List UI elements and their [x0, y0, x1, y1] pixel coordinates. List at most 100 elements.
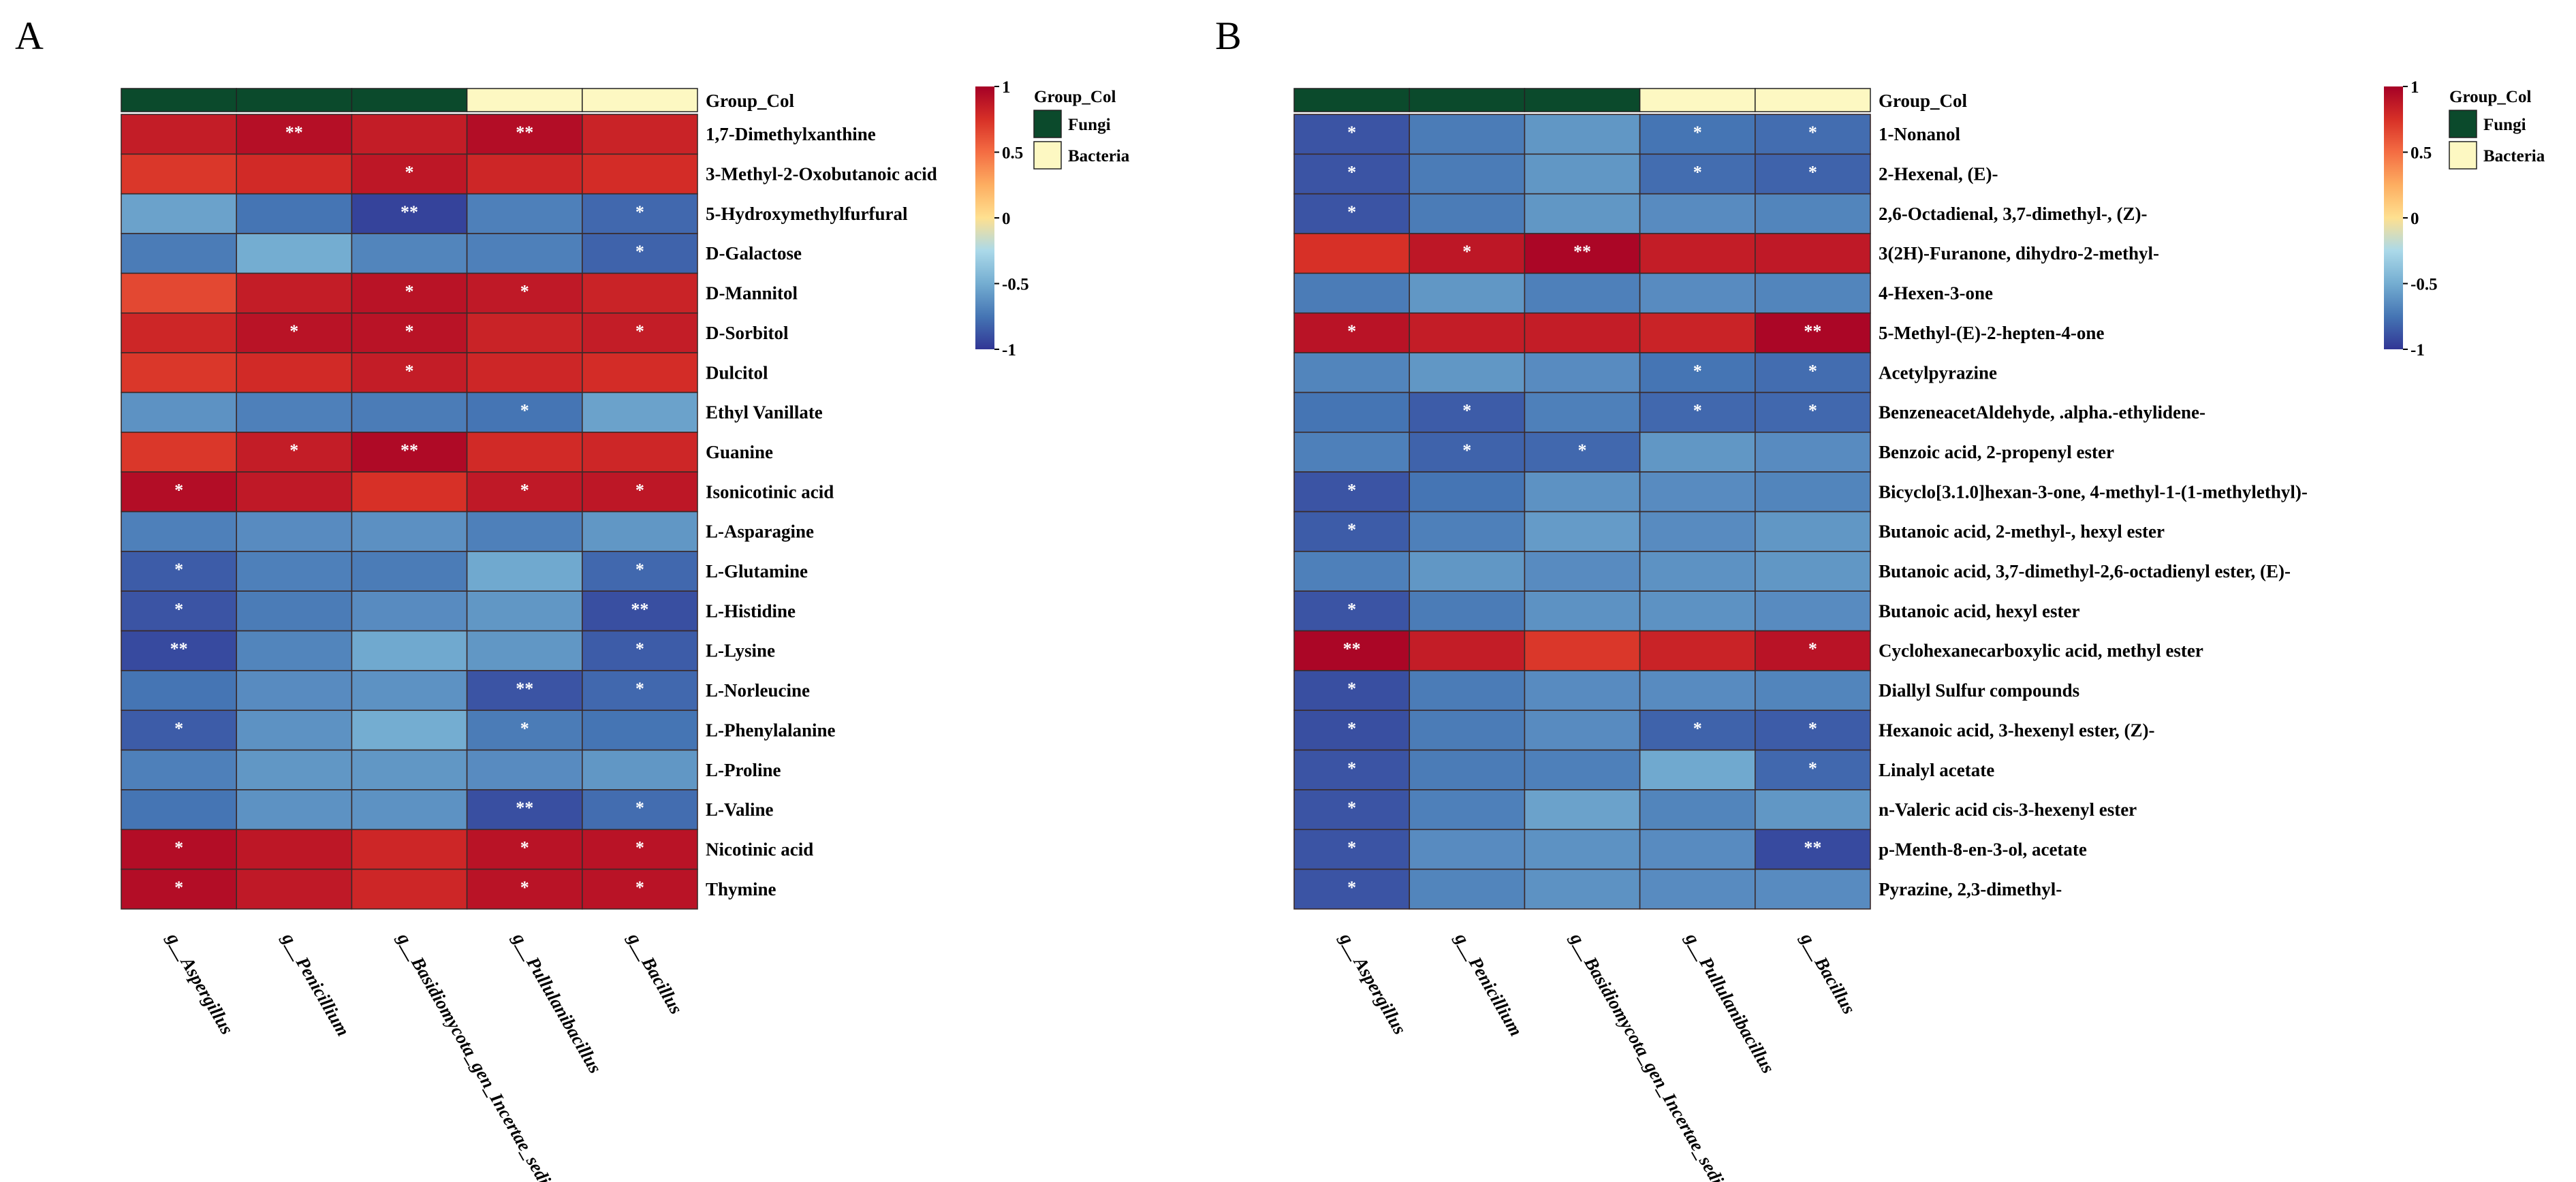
significance-mark: * — [174, 560, 183, 579]
row-label: Ethyl Vanillate — [706, 402, 823, 423]
heatmap-cell — [1639, 789, 1756, 831]
heatmap-cell — [1409, 471, 1526, 513]
heatmap-cell — [1639, 511, 1756, 552]
heatmap-cell — [1524, 789, 1641, 831]
heatmap-cell — [236, 749, 353, 790]
significance-mark: ** — [516, 679, 533, 699]
heatmap-cell — [1755, 829, 1871, 870]
significance-mark: * — [405, 163, 414, 182]
significance-mark: * — [520, 878, 529, 897]
significance-mark: * — [635, 837, 644, 857]
heatmap-cell — [581, 272, 698, 314]
group-bar-cell-bacteria — [466, 88, 583, 112]
colorbar-tick-label: -0.5 — [2410, 276, 2438, 294]
heatmap-cell — [1639, 868, 1756, 910]
significance-mark: * — [1808, 123, 1817, 142]
heatmap-cell — [1639, 431, 1756, 473]
significance-mark: * — [520, 401, 529, 421]
significance-mark: ** — [1573, 242, 1591, 261]
heatmap-cell — [1755, 551, 1871, 592]
row-label: 1,7-Dimethylxanthine — [706, 124, 876, 144]
row-label: Pyrazine, 2,3-dimethyl- — [1879, 879, 2062, 899]
heatmap-cell — [121, 670, 237, 712]
row-label: Benzoic acid, 2-propenyl ester — [1879, 442, 2114, 462]
heatmap-cell — [121, 312, 237, 353]
heatmap-cell — [466, 352, 583, 394]
significance-mark: * — [174, 718, 183, 738]
heatmap-cell — [581, 868, 698, 910]
heatmap-cell — [581, 352, 698, 394]
heatmap-cell — [351, 789, 468, 831]
group-legend-label: Bacteria — [2483, 147, 2545, 165]
heatmap-cell — [121, 471, 237, 513]
heatmap-cell — [121, 709, 237, 751]
heatmap-cell — [351, 551, 468, 592]
significance-mark: ** — [1804, 837, 1821, 857]
significance-mark: * — [1347, 837, 1356, 857]
heatmap-cell — [1639, 670, 1756, 712]
heatmap-cell — [121, 829, 237, 870]
heatmap-cell — [351, 670, 468, 712]
column-label: g__Bacillus — [624, 929, 687, 1017]
significance-mark: * — [1693, 361, 1702, 381]
significance-mark: * — [635, 242, 644, 261]
heatmap-cell — [351, 868, 468, 910]
heatmap-cell — [236, 709, 353, 751]
heatmap-cell — [351, 511, 468, 552]
heatmap-cell — [1755, 511, 1871, 552]
heatmap-cell — [121, 272, 237, 314]
heatmap-cell — [1524, 829, 1641, 870]
significance-mark: * — [174, 878, 183, 897]
heatmap-cell — [1639, 272, 1756, 314]
significance-mark: * — [405, 361, 414, 381]
row-label: Cyclohexanecarboxylic acid, methyl ester — [1879, 641, 2203, 661]
heatmap-cell — [1409, 868, 1526, 910]
heatmap-cell — [1639, 829, 1756, 870]
heatmap-cell — [581, 233, 698, 274]
heatmap-cell — [236, 590, 353, 632]
row-label: Nicotinic acid — [706, 839, 813, 859]
row-label: 3-Methyl-2-Oxobutanoic acid — [706, 164, 937, 185]
row-label: Butanoic acid, 3,7-dimethyl-2,6-octadien… — [1879, 561, 2291, 581]
row-label: L-Lysine — [706, 641, 775, 661]
row-label: L-Asparagine — [706, 522, 814, 542]
significance-mark: * — [1347, 758, 1356, 778]
colorbar-tick-label: 1 — [2410, 78, 2419, 97]
group-bar-cell-fungi — [236, 88, 353, 112]
colorbar-tick-label: 1 — [1002, 78, 1011, 97]
heatmap-cell — [1639, 392, 1756, 433]
group-legend-label: Bacteria — [1068, 147, 1130, 165]
heatmap-cell — [236, 193, 353, 234]
heatmap-cell — [121, 630, 237, 671]
heatmap-cell — [121, 114, 237, 155]
heatmap-cell — [351, 590, 468, 632]
heatmap-cell — [466, 193, 583, 234]
significance-mark: ** — [631, 599, 648, 619]
significance-mark: * — [1347, 321, 1356, 341]
heatmap-cell — [466, 511, 583, 552]
significance-mark: * — [405, 321, 414, 341]
heatmap-cell — [1524, 590, 1641, 632]
heatmap-cell — [581, 511, 698, 552]
significance-mark: * — [1347, 123, 1356, 142]
group-bar-cell-fungi — [351, 88, 468, 112]
row-label: 3(2H)-Furanone, dihydro-2-methyl- — [1879, 243, 2159, 263]
panel-letter: A — [15, 14, 44, 58]
significance-mark: * — [635, 202, 644, 222]
heatmap-cell — [1293, 352, 1410, 394]
heatmap-cell — [236, 431, 353, 473]
group-legend-swatch — [2449, 110, 2477, 138]
heatmap-cell — [1524, 868, 1641, 910]
heatmap-cell — [1293, 630, 1410, 671]
heatmap-cell — [1639, 749, 1756, 790]
row-label: L-Proline — [706, 760, 781, 780]
significance-mark: * — [1808, 639, 1817, 659]
heatmap-cell — [1293, 551, 1410, 592]
heatmap-cell — [121, 193, 237, 234]
heatmap-cell — [581, 551, 698, 592]
significance-mark: ** — [400, 202, 418, 222]
row-label: p-Menth-8-en-3-ol, acetate — [1879, 839, 2087, 859]
heatmap-cell — [1755, 789, 1871, 831]
heatmap-cell — [351, 312, 468, 353]
